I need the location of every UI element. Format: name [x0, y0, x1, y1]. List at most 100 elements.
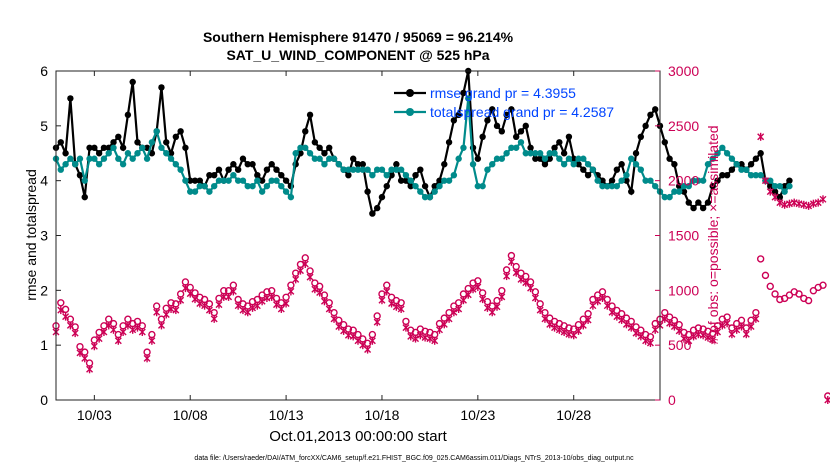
spread-point	[474, 182, 482, 190]
obs-possible-point	[71, 323, 79, 331]
obs-assimilated-point	[474, 283, 482, 292]
obs-assimilated-point	[76, 348, 84, 357]
rmse-point	[608, 177, 616, 184]
x-tick-label: 10/08	[173, 407, 208, 423]
spread-point	[110, 144, 117, 151]
rmse-point	[210, 171, 218, 179]
rmse-point	[129, 78, 136, 86]
spread-point	[560, 161, 568, 168]
obs-assimilated-point	[129, 325, 137, 334]
rmse-point	[551, 144, 558, 151]
spread-point	[182, 177, 189, 184]
obs-assimilated-point	[766, 187, 774, 196]
obs-assimilated-point	[622, 320, 630, 329]
spread-point	[781, 188, 788, 195]
obs-assimilated-point	[306, 273, 314, 282]
rmse-point	[244, 161, 251, 168]
rmse-point	[489, 106, 496, 113]
spread-point	[704, 161, 712, 168]
obs-assimilated-point	[761, 176, 769, 185]
spread-point	[105, 150, 112, 157]
obs-assimilated-point	[613, 312, 621, 321]
spread-point	[752, 171, 760, 179]
spread-point	[599, 182, 606, 190]
y-right-tick-label: 2000	[668, 173, 699, 189]
spread-point	[373, 166, 381, 173]
spread-point	[671, 188, 678, 195]
spread-point	[148, 139, 156, 146]
obs-assimilated-point	[546, 320, 554, 329]
legend-spread-label: totalspread grand pr = 4.2587	[430, 104, 614, 120]
spread-point	[608, 182, 616, 190]
spread-point	[388, 166, 395, 173]
rmse-point	[642, 122, 649, 130]
obs-possible-point	[325, 299, 333, 307]
rmse-point	[580, 166, 587, 173]
rmse-point	[278, 171, 285, 179]
spread-point	[714, 150, 721, 157]
x-tick-label: 10/18	[364, 407, 399, 423]
rmse-point	[393, 161, 400, 168]
rmse-point	[388, 171, 395, 179]
obs-assimilated-point	[325, 304, 333, 313]
rmse-point	[369, 210, 376, 217]
spread-point	[690, 177, 697, 184]
rmse-point	[723, 171, 731, 179]
obs-assimilated-point	[517, 275, 525, 284]
rmse-point	[508, 106, 515, 113]
rmse-point	[560, 150, 568, 157]
rmse-point	[546, 155, 553, 162]
spread-point	[776, 182, 784, 190]
obs-assimilated-point	[215, 300, 223, 309]
spread-point	[397, 166, 405, 173]
rmse-point	[421, 182, 429, 190]
obs-possible-point	[498, 287, 506, 295]
rmse-point	[249, 161, 256, 168]
spread-point	[532, 150, 539, 157]
obs-possible-point	[493, 296, 501, 305]
obs-assimilated-point	[407, 332, 415, 341]
obs-assimilated-point	[373, 318, 381, 327]
obs-assimilated-point	[148, 336, 156, 345]
spread-point	[359, 166, 366, 173]
x-tick-label: 10/28	[556, 407, 591, 423]
rmse-point	[225, 166, 232, 173]
obs-assimilated-point	[459, 296, 467, 305]
obs-possible-point	[176, 290, 185, 298]
spread-point	[675, 188, 683, 195]
rmse-point	[666, 155, 673, 162]
spread-point	[666, 193, 673, 201]
rmse-point	[752, 155, 760, 162]
rmse-point	[417, 166, 424, 173]
obs-possible-point	[152, 302, 161, 310]
obs-assimilated-point	[292, 275, 300, 284]
spread-point	[594, 177, 601, 184]
spread-point	[234, 177, 242, 184]
spread-point	[239, 177, 247, 184]
spread-point	[167, 155, 175, 162]
spread-point	[589, 166, 597, 173]
obs-assimilated-point	[62, 312, 70, 321]
spread-point	[613, 182, 621, 190]
y-left-tick-label: 6	[40, 63, 48, 79]
spread-point	[364, 166, 371, 173]
spread-point	[628, 155, 635, 162]
obs-assimilated-point	[445, 314, 453, 323]
y-right-tick-label: 1000	[668, 282, 699, 298]
obs-assimilated-point	[153, 308, 161, 317]
spread-point	[661, 193, 668, 201]
spread-point	[71, 161, 79, 168]
obs-assimilated-point	[805, 201, 813, 210]
plot-frame	[55, 70, 661, 401]
obs-assimilated-point	[699, 331, 707, 340]
spread-point	[163, 150, 170, 157]
obs-assimilated-point	[819, 195, 827, 204]
obs-assimilated-point	[709, 335, 717, 344]
spread-point	[81, 177, 88, 184]
spread-point	[378, 166, 386, 173]
obs-possible-point	[795, 290, 803, 298]
obs-assimilated-point	[86, 365, 94, 374]
rmse-point	[632, 150, 640, 157]
spread-point	[431, 188, 438, 195]
spread-point	[206, 188, 213, 195]
